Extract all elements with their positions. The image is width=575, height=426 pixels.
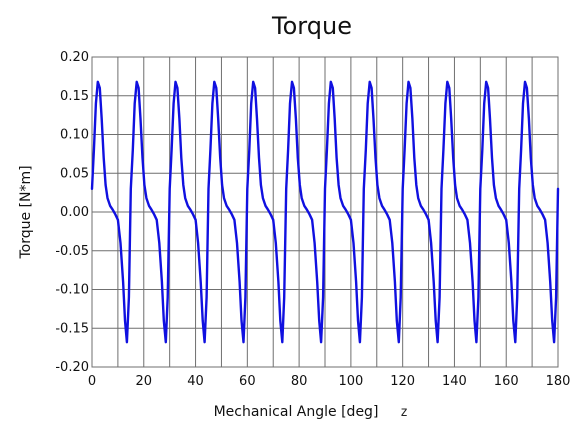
x-tick-label: 20 — [136, 374, 153, 389]
x-tick-labels: 0 20 40 60 80 100 120 140 160 180 — [88, 374, 571, 389]
x-axis-label: Mechanical Angle [deg] — [214, 404, 379, 420]
x-tick-label: 140 — [442, 374, 467, 389]
x-tick-label: 80 — [291, 374, 308, 389]
y-tick-label: 0.00 — [60, 205, 89, 220]
y-tick-label: -0.05 — [55, 244, 89, 259]
y-tick-labels: -0.20 -0.15 -0.10 -0.05 0.00 0.05 0.10 0.15 0.20 — [55, 50, 89, 375]
series-layer — [90, 80, 560, 344]
x-tick-label: 100 — [338, 374, 363, 389]
x-axis-marker: z — [400, 405, 408, 420]
y-tick-label: 0.10 — [60, 128, 89, 143]
y-tick-label: 0.20 — [60, 50, 89, 65]
x-tick-label: 120 — [390, 374, 415, 389]
y-tick-label: -0.10 — [55, 283, 89, 298]
x-tick-label: 160 — [494, 374, 519, 389]
y-tick-label: 0.05 — [60, 166, 89, 181]
x-tick-label: 0 — [88, 374, 96, 389]
y-tick-label: 0.15 — [60, 89, 89, 104]
x-tick-label: 60 — [239, 374, 256, 389]
x-tick-label: 40 — [187, 374, 204, 389]
x-tick-label: 180 — [546, 374, 571, 389]
torque-series-line — [90, 80, 560, 344]
chart-title: Torque — [271, 12, 352, 40]
y-axis-label: Torque [N*m] — [18, 165, 34, 259]
y-tick-label: -0.20 — [55, 360, 89, 375]
y-tick-label: -0.15 — [55, 321, 89, 336]
